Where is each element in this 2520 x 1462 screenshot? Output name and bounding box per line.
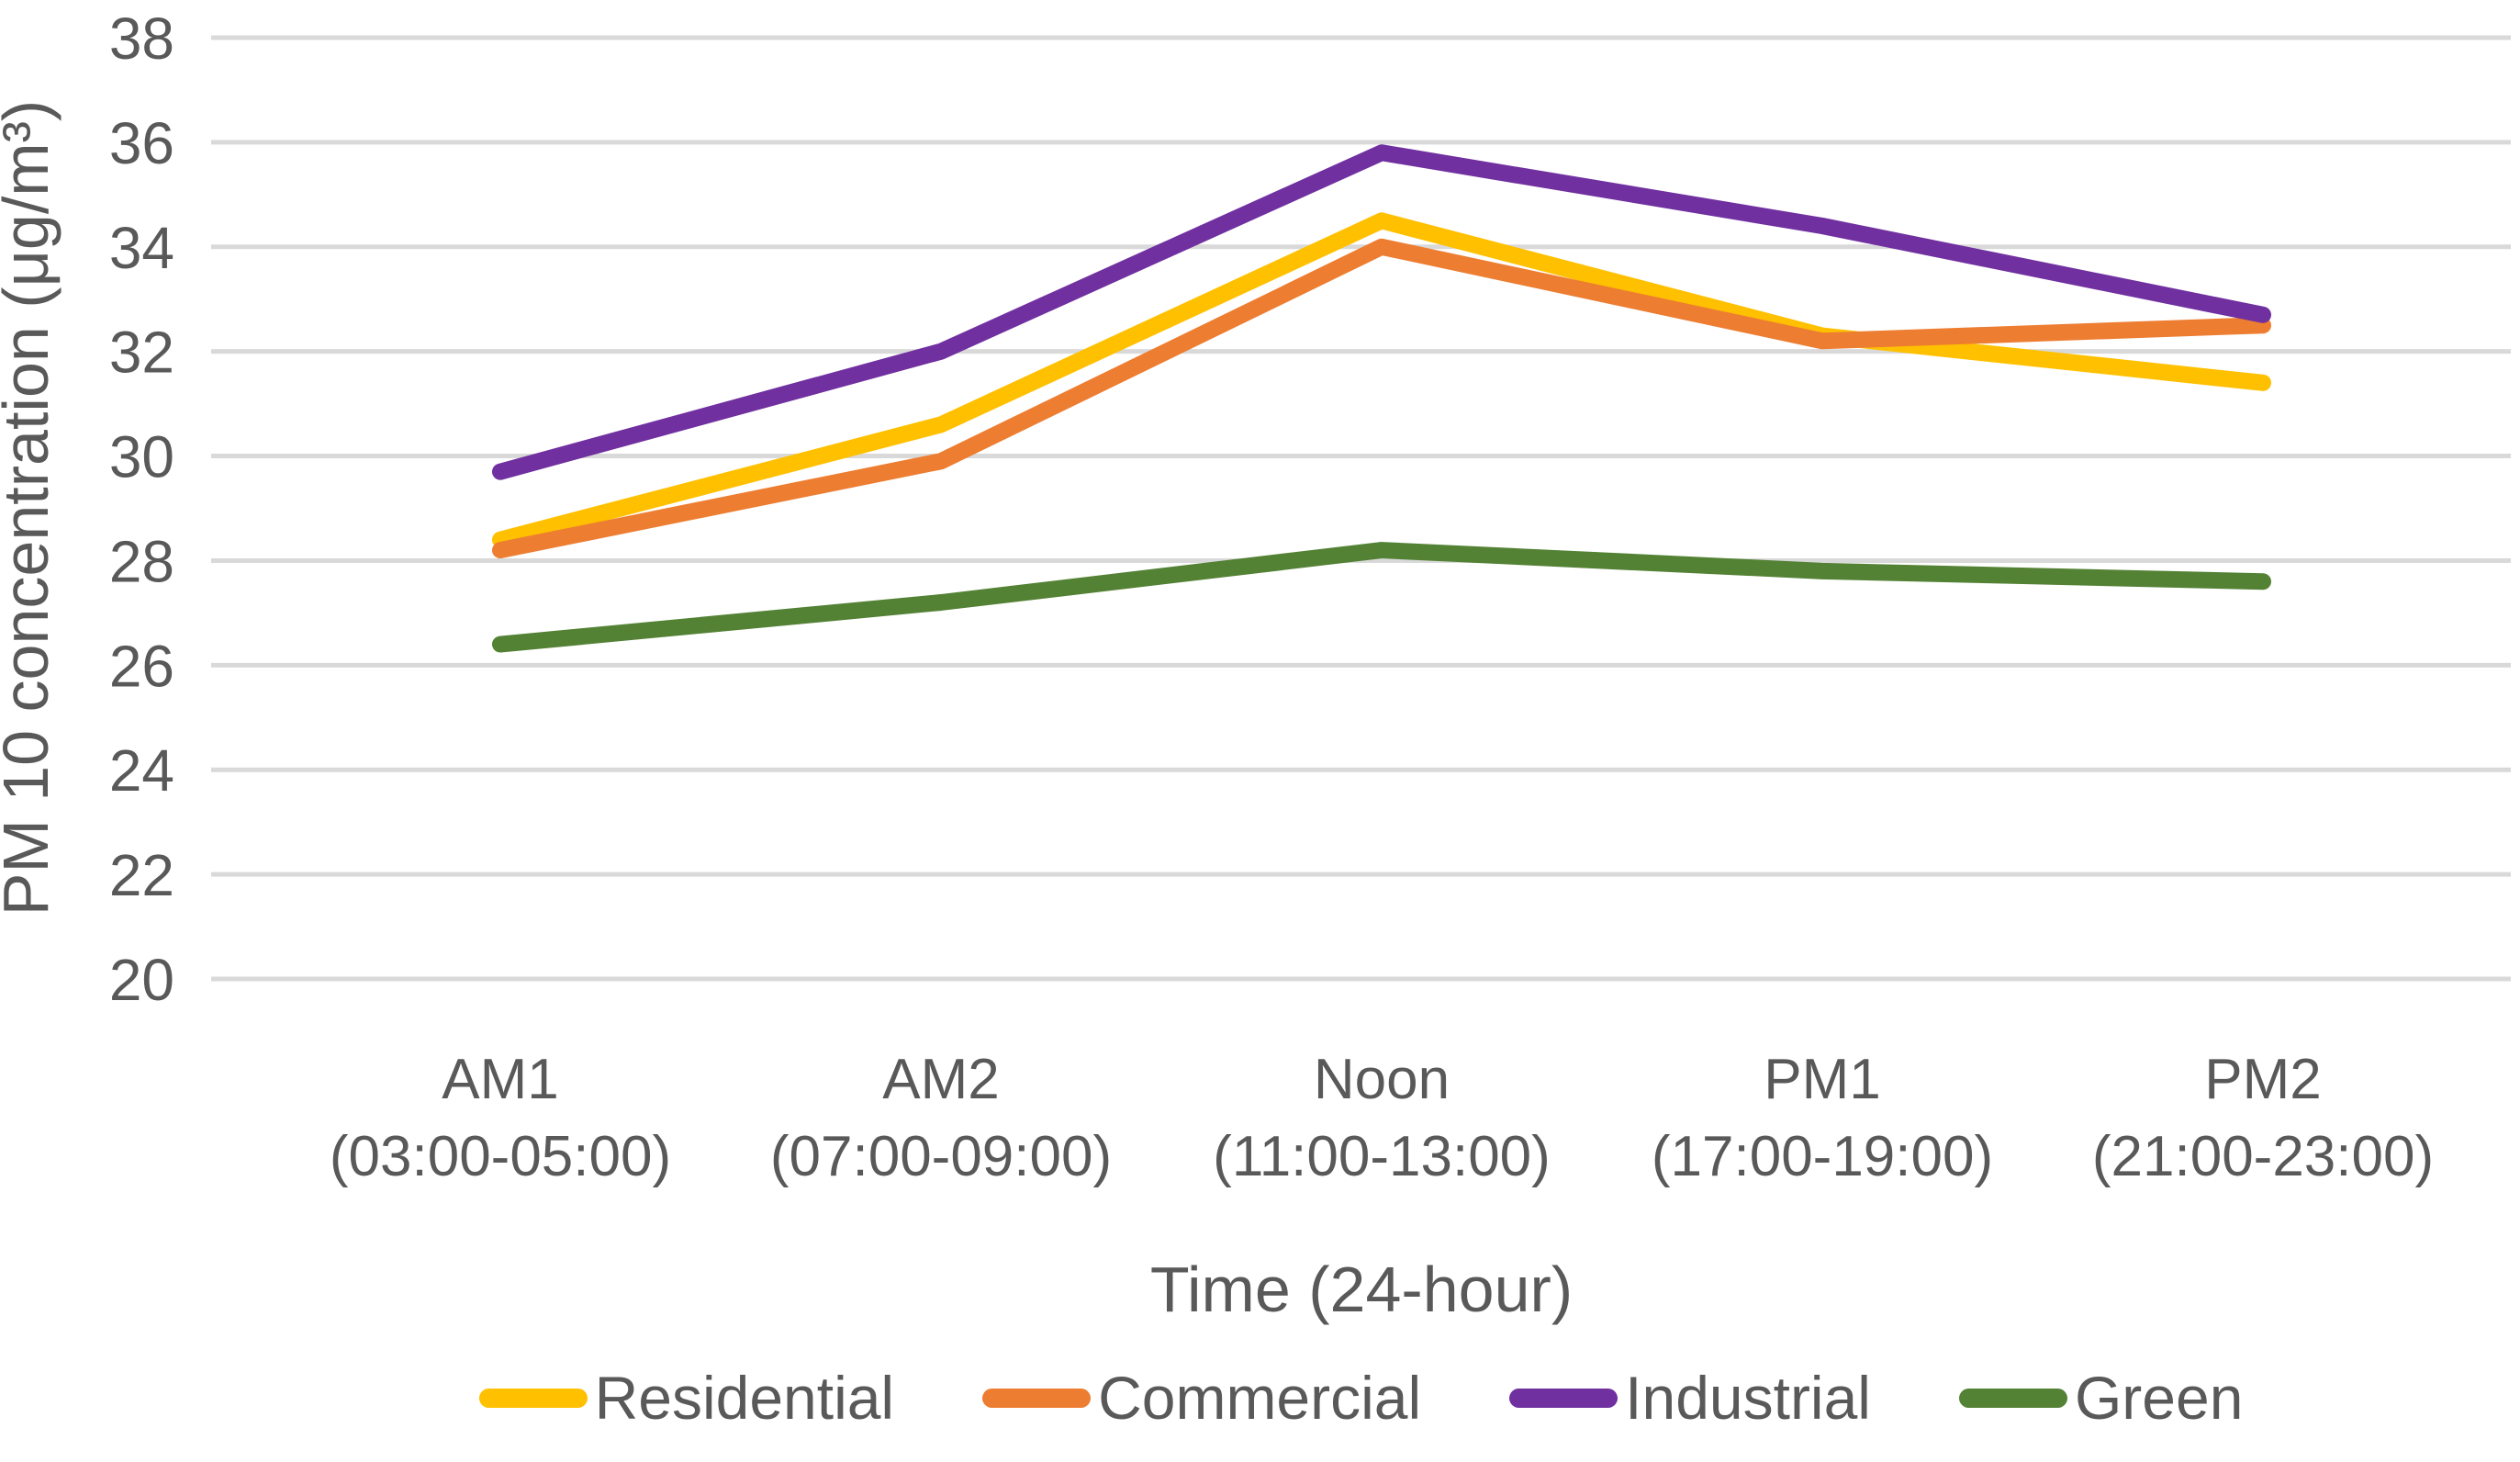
y-tick-label: 20 [109,947,174,1013]
series-line-residential [492,212,2271,548]
x-category-time: (21:00-23:00) [2092,1125,2434,1188]
y-tick-label: 28 [109,528,174,594]
legend-label: Residential [594,1364,895,1432]
legend-swatch-green [1958,1388,2067,1408]
y-axis-title: PM 10 concentration (μg/m³) [0,100,62,916]
legend-swatch-residential [478,1388,588,1408]
x-category-name: PM2 [2204,1048,2321,1111]
legend: Residential Commercial Industrial Green [211,1352,2511,1444]
x-category-name: AM1 [442,1048,558,1111]
legend-item-green: Green [1958,1363,2244,1433]
x-category-time: (03:00-05:00) [330,1125,671,1188]
legend-label: Industrial [1625,1364,1871,1432]
y-tick-label: 32 [109,320,174,386]
legend-item-commercial: Commercial [982,1363,1421,1433]
x-axis-title: Time (24-hour) [1150,1254,1573,1325]
x-category-name: PM1 [1764,1048,1880,1111]
series-lines [492,144,2271,653]
series-line-green [492,542,2271,653]
y-tick-label: 26 [109,633,174,699]
y-tick-label: 24 [109,737,174,804]
x-axis-category-labels: AM1 (03:00-05:00) AM2 (07:00-09:00) Noon (11:… [330,1048,2434,1188]
y-tick-label: 34 [109,215,174,281]
y-axis-tick-labels: 20 22 24 26 28 30 32 34 36 38 [109,6,174,1013]
x-category-time: (17:00-19:00) [1652,1125,1993,1188]
series-line-industrial [492,144,2271,480]
y-tick-label: 38 [109,6,174,72]
series-line-commercial [492,238,2271,559]
x-category-time: (11:00-13:00) [1213,1125,1551,1188]
legend-swatch-commercial [982,1388,1092,1408]
y-tick-label: 30 [109,424,174,490]
y-tick-label: 22 [109,842,174,908]
legend-item-industrial: Industrial [1509,1363,1871,1433]
x-category-time: (07:00-09:00) [770,1125,1112,1188]
legend-item-residential: Residential [478,1363,895,1433]
legend-label: Commercial [1098,1364,1422,1432]
x-category-name: AM2 [882,1048,999,1111]
y-tick-label: 36 [109,110,174,176]
legend-label: Green [2074,1364,2244,1432]
gridlines [211,35,2511,982]
legend-swatch-industrial [1509,1388,1618,1408]
x-category-name: Noon [1314,1048,1450,1111]
